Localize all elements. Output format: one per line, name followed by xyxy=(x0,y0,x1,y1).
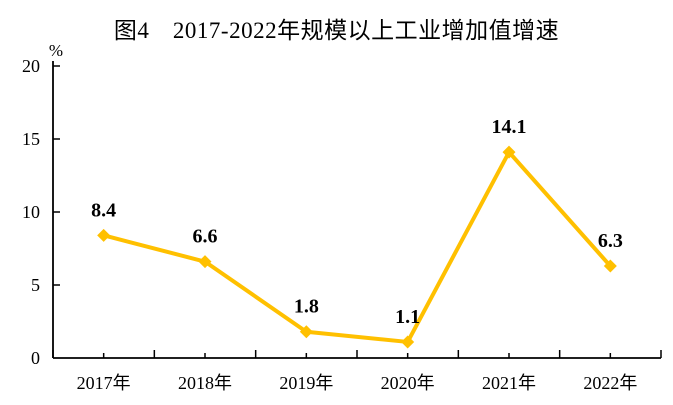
y-tick-label: 0 xyxy=(31,348,40,368)
data-label: 14.1 xyxy=(492,116,527,138)
data-point-marker xyxy=(502,145,516,159)
x-tick-label: 2021年 xyxy=(482,373,536,393)
data-label: 6.3 xyxy=(598,230,623,252)
data-line xyxy=(101,150,613,344)
data-point-marker xyxy=(401,335,415,349)
y-tick-label: 5 xyxy=(31,275,40,295)
y-axis-unit-label: % xyxy=(49,41,63,60)
data-label: 1.1 xyxy=(395,306,420,328)
axes xyxy=(52,61,661,359)
data-point-marker xyxy=(603,259,617,273)
x-tick-label: 2018年 xyxy=(178,373,232,393)
data-labels: 8.4 6.6 1.8 1.1 14.1 6.3 xyxy=(91,116,623,328)
y-axis-ticks xyxy=(53,65,60,286)
x-tick-label: 2017年 xyxy=(77,373,131,393)
data-point-marker xyxy=(198,255,212,269)
x-tick-label: 2019年 xyxy=(279,373,333,393)
x-tick-label: 2022年 xyxy=(583,373,637,393)
y-tick-label: 20 xyxy=(22,56,40,76)
data-label: 1.8 xyxy=(294,296,319,318)
data-point-marker xyxy=(299,325,313,339)
data-point-marker xyxy=(97,228,111,242)
data-point-markers xyxy=(97,145,617,349)
chart-title: 图4 2017-2022年规模以上工业增加值增速 xyxy=(113,18,560,43)
x-tick-label: 2020年 xyxy=(381,373,435,393)
x-axis-labels: 2017年 2018年 2019年 2020年 2021年 2022年 xyxy=(77,373,638,393)
y-axis-labels: 0 5 10 15 20 xyxy=(22,56,40,368)
y-tick-label: 15 xyxy=(22,129,40,149)
y-tick-label: 10 xyxy=(22,202,40,222)
x-axis-ticks xyxy=(52,350,662,358)
data-label: 8.4 xyxy=(91,199,116,221)
data-label: 6.6 xyxy=(193,226,218,248)
